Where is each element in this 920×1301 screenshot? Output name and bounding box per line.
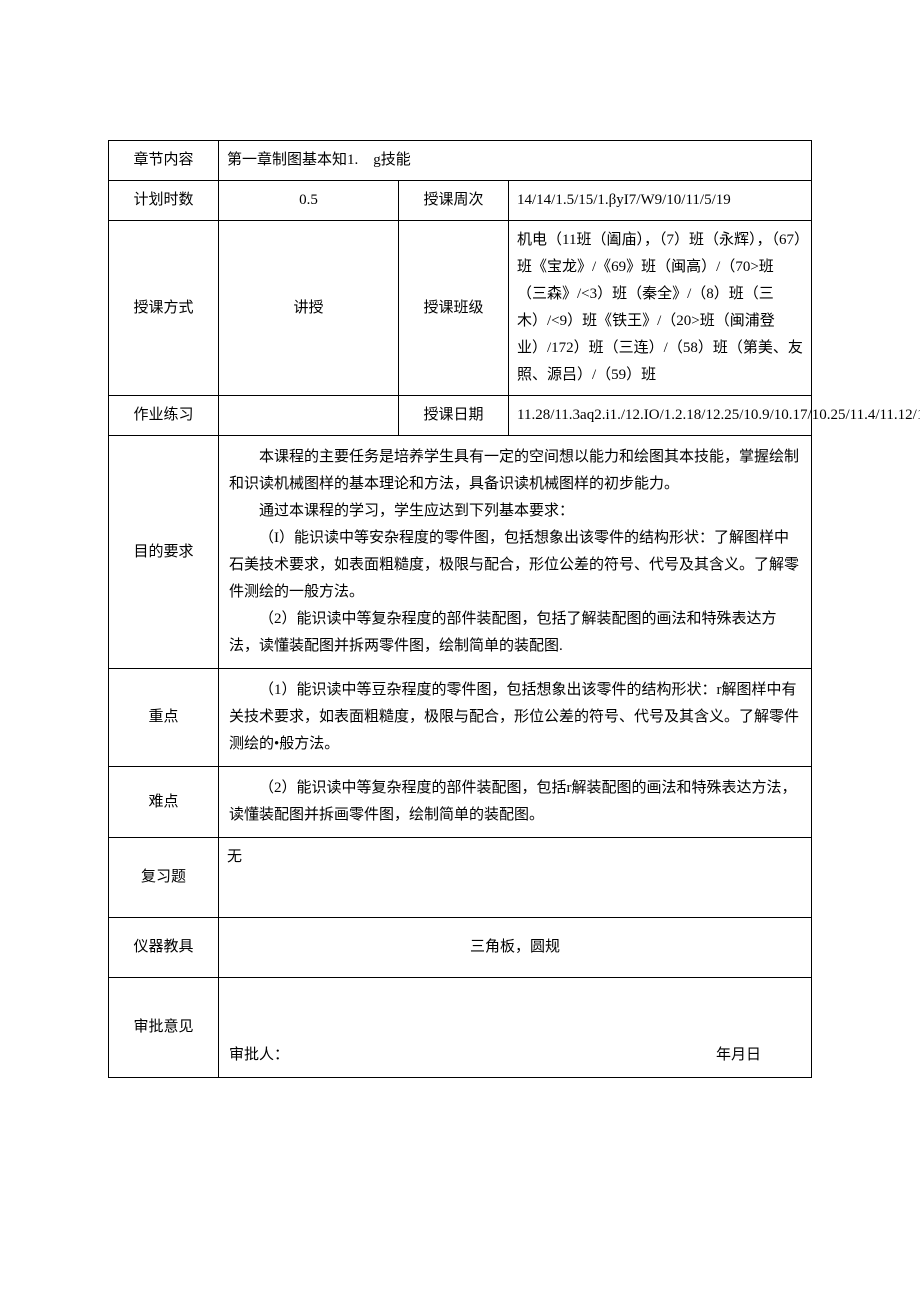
objective-p1: 本课程的主要任务是培养学生具有一定的空间想以能力和绘图其本技能，掌握绘制和识读机…: [229, 444, 801, 498]
approval-row: 审批意见 审批人： 年月日: [109, 978, 812, 1078]
method-value: 讲授: [219, 221, 399, 396]
approval-label: 审批意见: [109, 978, 219, 1078]
hours-label: 计划时数: [109, 181, 219, 221]
class-label: 授课班级: [399, 221, 509, 396]
objective-p4: （2）能识读中等复杂程度的部件装配图，包括了解装配图的画法和特殊表达方法，读懂装…: [229, 606, 801, 660]
objective-p3: （I）能识读中等安杂程度的零件图，包括想象出该零件的结构形状：了解图样中石美技术…: [229, 525, 801, 606]
week-label: 授课周次: [399, 181, 509, 221]
approval-value: 审批人： 年月日: [219, 978, 812, 1078]
date-value: 11.28/11.3aq2.i1./12.IO/1.2.18/12.25/10.…: [509, 396, 812, 436]
method-label: 授课方式: [109, 221, 219, 396]
difficulty-value: （2）能识读中等复杂程度的部件装配图，包括r解装配图的画法和特殊表达方法，读懂装…: [219, 767, 812, 838]
class-value: 机电（11班（阖庙），（7）班（永辉），（67）班《宝龙》/《69》班（闽高）/…: [509, 221, 812, 396]
review-value: 无: [219, 838, 812, 918]
keypoint-value: （1）能识读中等豆杂程度的零件图，包括想象出该零件的结构形状：r解图样中有关技术…: [219, 669, 812, 767]
chapter-value: 第一章制图基本知1. g技能: [219, 141, 812, 181]
homework-label: 作业练习: [109, 396, 219, 436]
tools-label: 仪器教具: [109, 918, 219, 978]
objective-label: 目的要求: [109, 436, 219, 669]
objective-row: 目的要求 本课程的主要任务是培养学生具有一定的空间想以能力和绘图其本技能，掌握绘…: [109, 436, 812, 669]
review-row: 复习题 无: [109, 838, 812, 918]
homework-row: 作业练习 授课日期 11.28/11.3aq2.i1./12.IO/1.2.18…: [109, 396, 812, 436]
difficulty-row: 难点 （2）能识读中等复杂程度的部件装配图，包括r解装配图的画法和特殊表达方法，…: [109, 767, 812, 838]
review-label: 复习题: [109, 838, 219, 918]
hours-value: 0.5: [219, 181, 399, 221]
chapter-row: 章节内容 第一章制图基本知1. g技能: [109, 141, 812, 181]
method-row: 授课方式 讲授 授课班级 机电（11班（阖庙），（7）班（永辉），（67）班《宝…: [109, 221, 812, 396]
hours-row: 计划时数 0.5 授课周次 14/14/1.5/15/1.βyI7/W9/10/…: [109, 181, 812, 221]
week-value: 14/14/1.5/15/1.βyI7/W9/10/11/5/19: [509, 181, 812, 221]
tools-row: 仪器教具 三角板，圆规: [109, 918, 812, 978]
chapter-label: 章节内容: [109, 141, 219, 181]
date-label: 授课日期: [399, 396, 509, 436]
homework-value: [219, 396, 399, 436]
difficulty-label: 难点: [109, 767, 219, 838]
lesson-plan-table: 章节内容 第一章制图基本知1. g技能 计划时数 0.5 授课周次 14/14/…: [108, 140, 812, 1078]
keypoint-label: 重点: [109, 669, 219, 767]
objective-value: 本课程的主要任务是培养学生具有一定的空间想以能力和绘图其本技能，掌握绘制和识读机…: [219, 436, 812, 669]
approval-date: 年月日: [716, 1042, 761, 1069]
objective-p2: 通过本课程的学习，学生应达到下列基本要求：: [229, 498, 801, 525]
tools-value: 三角板，圆规: [219, 918, 812, 978]
keypoint-row: 重点 （1）能识读中等豆杂程度的零件图，包括想象出该零件的结构形状：r解图样中有…: [109, 669, 812, 767]
reviewer-label: 审批人：: [229, 1042, 289, 1069]
